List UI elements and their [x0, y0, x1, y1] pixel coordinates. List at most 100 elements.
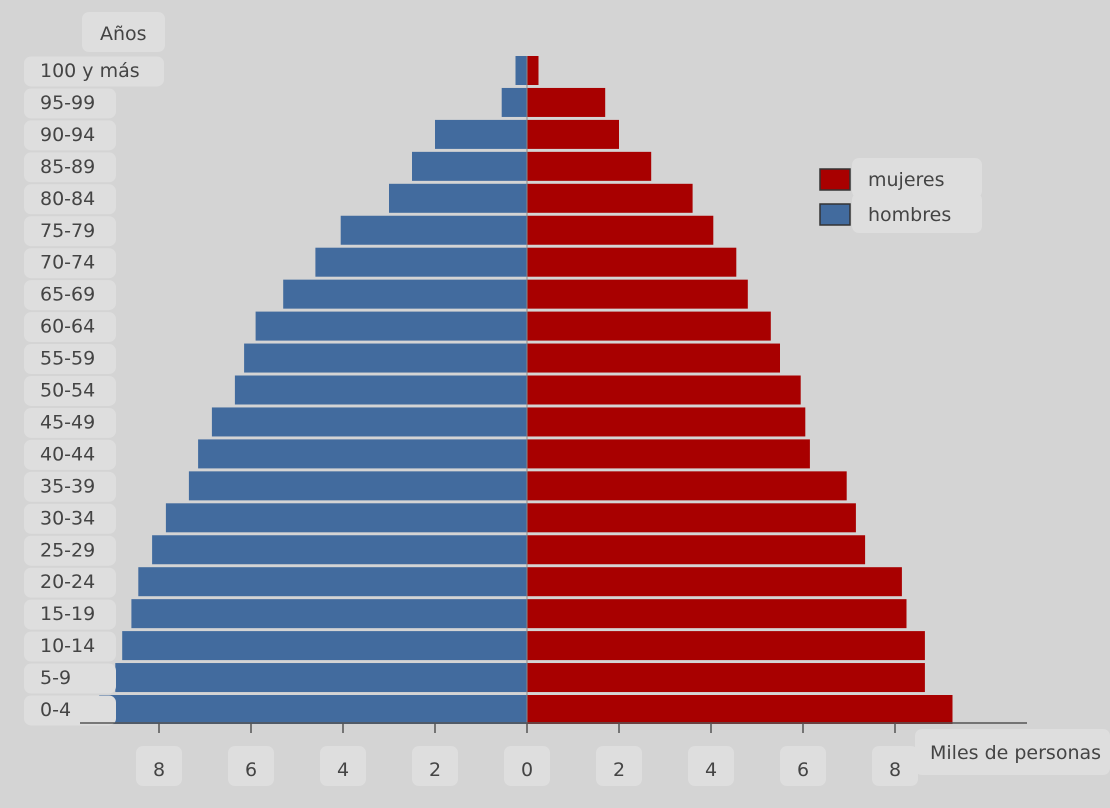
bar-hombres [340, 215, 527, 245]
category-label-chip [24, 152, 116, 183]
x-tick-label: 8 [889, 759, 901, 781]
bar-hombres [211, 407, 527, 437]
x-axis-title: Miles de personas [930, 742, 1101, 764]
bar-hombres [198, 439, 527, 469]
x-tick-chip [780, 746, 826, 786]
category-label: 65-69 [40, 284, 95, 306]
category-label-chip [24, 567, 116, 598]
category-label-chip [24, 631, 116, 662]
x-tick-label: 6 [797, 759, 809, 781]
bar-hombres [131, 599, 527, 629]
bar-hombres [315, 247, 527, 277]
bar-hombres [283, 279, 527, 309]
category-label-chip [24, 312, 116, 343]
y-axis-title-chip [82, 12, 165, 52]
category-label: 80-84 [40, 188, 95, 210]
x-tick-label: 4 [705, 759, 717, 781]
category-label: 0-4 [40, 699, 71, 721]
bar-mujeres [527, 535, 866, 565]
x-tick-label: 8 [153, 759, 165, 781]
category-label-chip [24, 471, 116, 502]
category-label-chip [24, 248, 116, 279]
category-label: 40-44 [40, 443, 95, 465]
legend-label-chip [852, 158, 982, 198]
bar-hombres [255, 311, 527, 341]
bar-mujeres [527, 439, 810, 469]
bar-mujeres [527, 407, 806, 437]
x-tick-chip [872, 746, 918, 786]
bar-hombres [389, 183, 527, 213]
bar-hombres [188, 471, 527, 501]
bar-hombres [501, 87, 527, 117]
category-label-chip [24, 695, 116, 726]
bar-mujeres [527, 311, 771, 341]
category-label: 85-89 [40, 156, 95, 178]
bar-mujeres [527, 471, 847, 501]
bar-mujeres [527, 663, 925, 693]
category-label-chip [24, 88, 116, 119]
category-label: 20-24 [40, 571, 95, 593]
bar-mujeres [527, 279, 748, 309]
legend-swatch-mujeres [819, 168, 851, 191]
category-label: 50-54 [40, 380, 95, 402]
category-label-chip [24, 216, 116, 247]
legend-label-mujeres: mujeres [868, 169, 945, 191]
category-label-chip [24, 407, 116, 438]
bar-mujeres [527, 631, 925, 661]
category-label-chip [24, 663, 116, 694]
x-axis-title-chip [915, 729, 1110, 775]
category-label-chip [24, 535, 116, 566]
x-tick-chip [688, 746, 734, 786]
bar-mujeres [527, 87, 606, 117]
x-tick-chip [596, 746, 642, 786]
bar-mujeres [527, 215, 714, 245]
x-tick-label: 4 [337, 759, 349, 781]
category-label: 45-49 [40, 411, 95, 433]
legend-swatch-hombres [819, 203, 851, 226]
category-label-chip [24, 120, 116, 151]
bar-hombres [515, 56, 527, 85]
x-tick-label: 2 [613, 759, 625, 781]
category-label: 90-94 [40, 124, 95, 146]
category-label: 100 y más [40, 60, 140, 82]
bar-hombres [412, 151, 527, 181]
category-label-chip [24, 439, 116, 470]
bar-hombres [165, 503, 527, 533]
bar-hombres [244, 343, 527, 373]
bar-hombres [234, 375, 527, 405]
x-tick-chip [320, 746, 366, 786]
category-label-chip [24, 599, 116, 630]
bar-hombres [122, 631, 527, 661]
x-tick-label: 0 [521, 759, 533, 781]
x-tick-chip [228, 746, 274, 786]
category-label-chip [24, 344, 116, 374]
category-label: 60-64 [40, 316, 95, 338]
category-label: 70-74 [40, 252, 95, 274]
category-label-chip [24, 280, 116, 311]
bar-mujeres [527, 151, 652, 181]
category-label: 75-79 [40, 220, 95, 242]
category-label-chip [24, 56, 164, 87]
category-label: 30-34 [40, 507, 95, 529]
x-tick-label: 2 [429, 759, 441, 781]
category-label: 35-39 [40, 475, 95, 497]
bar-mujeres [527, 503, 856, 533]
x-tick-label: 6 [245, 759, 257, 781]
category-label-chip [24, 376, 116, 406]
x-tick-chip [504, 746, 550, 786]
category-label: 25-29 [40, 539, 95, 561]
bar-mujeres [527, 599, 907, 629]
x-tick-chip [136, 746, 182, 786]
bar-hombres [115, 663, 528, 693]
bar-mujeres [527, 119, 619, 149]
bar-mujeres [527, 247, 737, 277]
category-label: 95-99 [40, 92, 95, 114]
legend-label-hombres: hombres [868, 204, 951, 226]
bar-hombres [99, 695, 527, 724]
category-label: 5-9 [40, 667, 71, 689]
bar-hombres [435, 119, 527, 149]
category-label: 10-14 [40, 635, 95, 657]
category-label-chip [24, 503, 116, 534]
legend-label-chip [852, 193, 982, 233]
